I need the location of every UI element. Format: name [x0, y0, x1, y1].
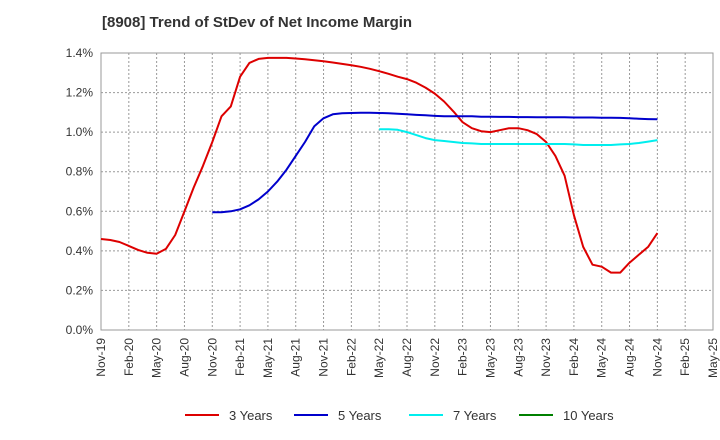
y-tick-label: 0.8% — [66, 165, 94, 179]
x-tick-label: Feb-22 — [344, 338, 358, 376]
x-tick-label: Nov-21 — [317, 338, 331, 377]
x-tick-label: Nov-24 — [650, 338, 664, 377]
x-tick-label: Feb-20 — [122, 338, 136, 376]
x-tick-label: Nov-19 — [94, 338, 108, 377]
x-tick-label: Feb-25 — [678, 338, 692, 376]
legend-label-7-years: 7 Years — [453, 407, 497, 423]
x-tick-label: Aug-23 — [511, 338, 525, 377]
y-tick-label: 0.6% — [66, 204, 94, 218]
legend-item-3-years: 3 Years — [185, 404, 272, 426]
legend-item-7-years: 7 Years — [409, 404, 496, 426]
series-line-7-years — [379, 128, 658, 146]
y-tick-label: 0.0% — [66, 323, 94, 337]
legend-item-5-years: 5 Years — [294, 404, 381, 426]
x-tick-label: Feb-21 — [233, 338, 247, 376]
x-tick-label: May-24 — [595, 338, 609, 378]
legend-item-10-years: 10 Years — [519, 404, 614, 426]
series-line-5-years — [212, 111, 658, 214]
legend-swatch-7-years — [409, 414, 443, 416]
legend-label-3-years: 3 Years — [229, 407, 273, 423]
y-tick-label: 1.0% — [66, 125, 94, 139]
y-tick-label: 0.2% — [66, 283, 94, 297]
x-tick-label: Feb-23 — [456, 338, 470, 376]
chart-legend: 3 Years 5 Years 7 Years 10 Years — [0, 404, 720, 428]
y-tick-label: 1.2% — [66, 86, 94, 100]
chart-plot: 0.0% 0.2% 0.4% 0.6% 0.8% 1.0% 1.2% 1.4% Nov-19 Fe… — [66, 46, 720, 378]
legend-swatch-3-years — [185, 414, 219, 416]
x-tick-label: Aug-24 — [623, 338, 637, 377]
x-tick-label: Nov-23 — [539, 338, 553, 377]
x-tick-label: Aug-21 — [289, 338, 303, 377]
x-tick-label: May-21 — [261, 338, 275, 378]
legend-label-10-years: 10 Years — [563, 407, 614, 423]
y-tick-label: 1.4% — [66, 46, 94, 60]
legend-swatch-10-years — [519, 414, 553, 416]
x-tick-label: Feb-24 — [567, 338, 581, 376]
legend-label-5-years: 5 Years — [338, 407, 382, 423]
x-tick-label: Aug-20 — [177, 338, 191, 377]
legend-swatch-5-years — [294, 414, 328, 416]
x-tick-label: May-20 — [150, 338, 164, 378]
x-tick-label: Nov-22 — [428, 338, 442, 377]
chart-title: [8908] Trend of StDev of Net Income Marg… — [102, 14, 413, 31]
y-tick-label: 0.4% — [66, 244, 94, 258]
x-tick-label: May-23 — [483, 338, 497, 378]
x-tick-label: Nov-20 — [205, 338, 219, 377]
x-tick-label: Aug-22 — [400, 338, 414, 377]
series-line-3-years — [100, 56, 659, 274]
plot-area — [100, 52, 714, 331]
x-tick-label: May-25 — [706, 338, 720, 378]
x-tick-label: May-22 — [372, 338, 386, 378]
